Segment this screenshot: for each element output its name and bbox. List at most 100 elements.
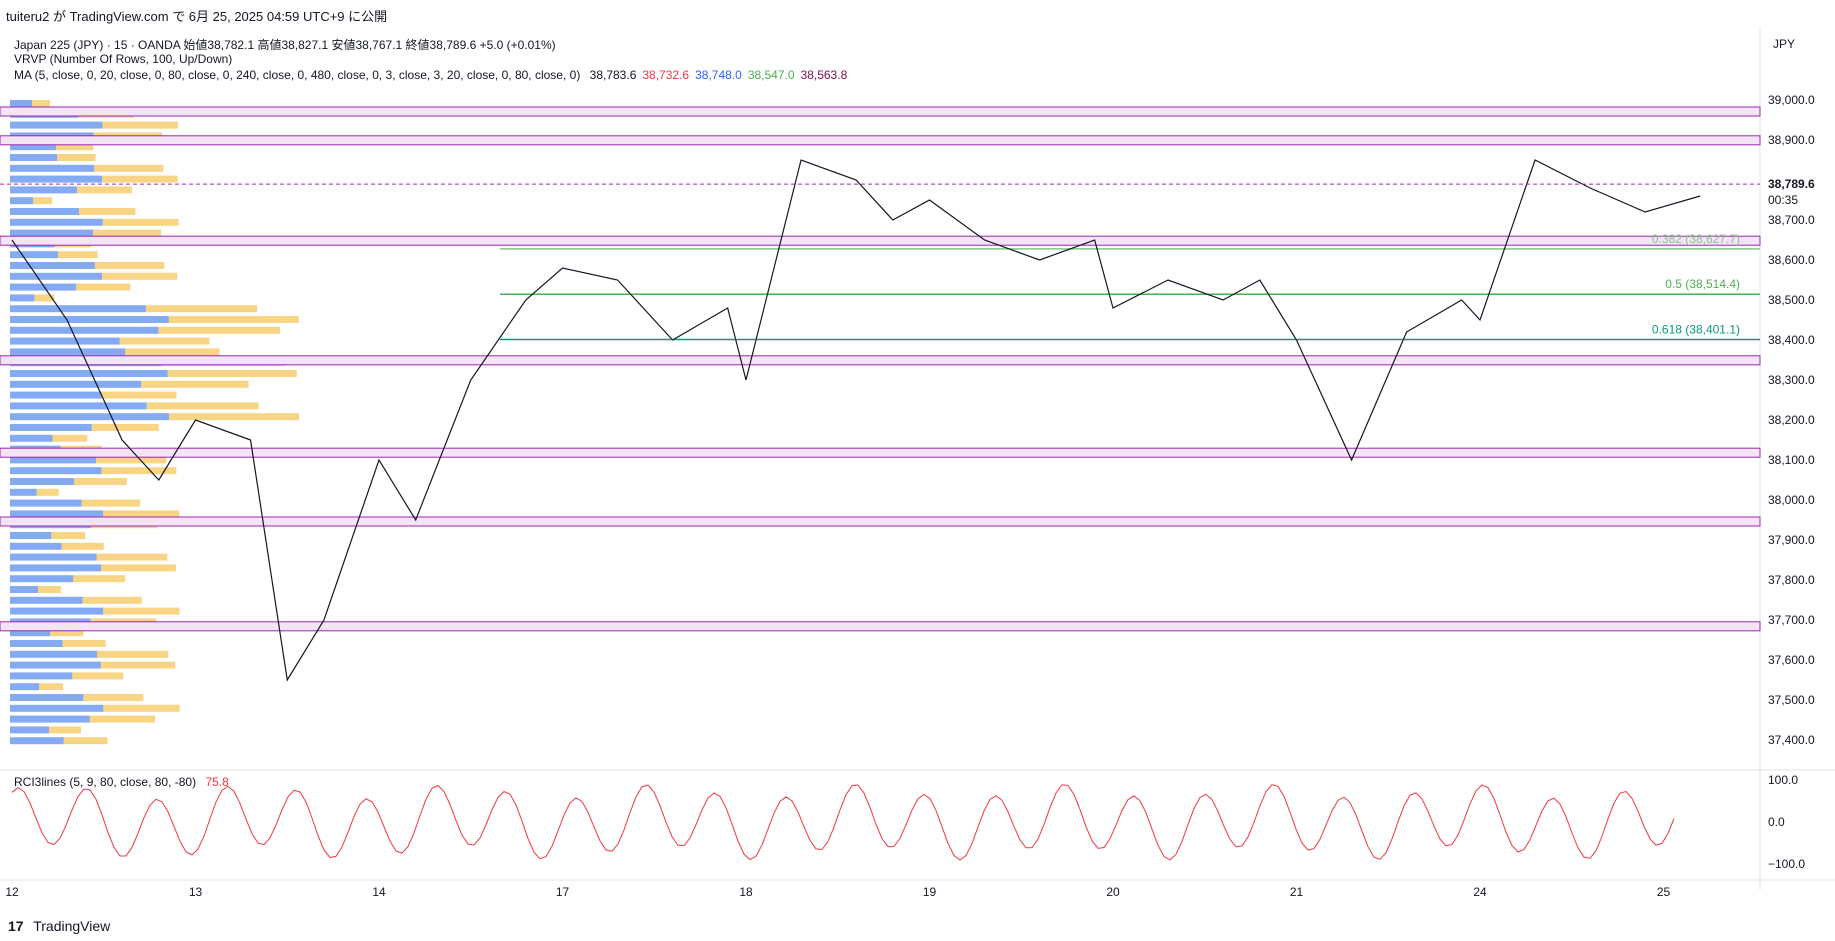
volume-profile-up-bar xyxy=(10,510,104,518)
volume-profile-down-bar xyxy=(51,532,86,539)
rci-tick-0: 0.0 xyxy=(1768,815,1785,829)
volume-profile-up-bar xyxy=(10,218,103,226)
countdown-label: 00:35 xyxy=(1768,193,1798,207)
volume-profile-down-bar xyxy=(146,402,259,410)
symbol-line: Japan 225 (JPY) · 15 · OANDA 始値38,782.1 … xyxy=(14,38,556,52)
volume-profile-up-bar xyxy=(10,186,78,194)
ma-value-2: 38,748.0 xyxy=(695,68,742,82)
last-price-label: 38,789.6 xyxy=(1768,177,1815,191)
x-tick-label: 18 xyxy=(739,885,753,899)
volume-profile-up-bar xyxy=(10,737,64,745)
volume-profile-down-bar xyxy=(76,283,131,291)
sr-level-band xyxy=(0,235,1761,246)
volume-profile-down-bar xyxy=(93,229,162,237)
sr-level-band xyxy=(0,106,1761,117)
fib-level-label: 0.618 (38,401.1) xyxy=(1652,323,1740,337)
volume-profile-up-bar xyxy=(10,121,103,129)
currency-label: JPY xyxy=(1773,37,1795,51)
volume-profile-up-bar xyxy=(10,100,32,107)
y-tick-label: 38,900.0 xyxy=(1768,133,1815,147)
fib-level-label: 0.382 (38,627.7) xyxy=(1652,232,1740,246)
volume-profile-down-bar xyxy=(52,434,88,442)
volume-profile-up-bar xyxy=(10,402,147,410)
sr-level-band xyxy=(0,447,1761,458)
volume-profile-up-bar xyxy=(10,380,142,388)
volume-profile-up-bar xyxy=(10,542,62,550)
y-tick-label: 38,200.0 xyxy=(1768,413,1815,427)
volume-profile-up-bar xyxy=(10,272,103,280)
y-tick-label: 38,600.0 xyxy=(1768,253,1815,267)
y-tick-label: 38,100.0 xyxy=(1768,453,1815,467)
publish-line: tuiteru2 が TradingView.com で 6月 25, 2025… xyxy=(6,9,388,24)
volume-profile-down-bar xyxy=(103,510,180,518)
volume-profile-down-bar xyxy=(102,121,179,129)
volume-profile-up-bar xyxy=(10,305,146,313)
volume-profile-down-bar xyxy=(145,305,258,313)
symbol-legend[interactable]: Japan 225 (JPY) · 15 · OANDA 始値38,782.1 … xyxy=(14,36,556,53)
sr-level-band xyxy=(0,516,1761,527)
rci-value: 75.8 xyxy=(205,775,229,789)
footer-brand[interactable]: 17 TradingView xyxy=(8,918,110,934)
volume-profile-up-bar xyxy=(10,294,35,302)
volume-profile-up-bar xyxy=(10,337,120,345)
volume-profile-down-bar xyxy=(100,661,176,669)
volume-profile-down-bar xyxy=(168,316,299,323)
rci-tick-neg100: −100.0 xyxy=(1768,857,1805,871)
volume-profile-up-bar xyxy=(10,478,75,485)
volume-profile-up-bar xyxy=(10,467,102,475)
x-tick-label: 21 xyxy=(1290,885,1304,899)
ma-legend[interactable]: MA (5, close, 0, 20, close, 0, 80, close… xyxy=(14,68,853,82)
ma-value-4: 38,563.8 xyxy=(800,68,848,82)
volume-profile-up-bar xyxy=(10,564,102,572)
volume-profile-down-bar xyxy=(77,186,133,194)
volume-profile-up-bar xyxy=(10,283,77,291)
sr-level-band xyxy=(0,621,1761,632)
volume-profile-up-bar xyxy=(10,726,50,734)
volume-profile-up-bar xyxy=(10,391,102,399)
y-tick-label: 37,400.0 xyxy=(1768,733,1815,747)
y-tick-label: 37,900.0 xyxy=(1768,533,1815,547)
volume-profile-up-bar xyxy=(10,154,58,161)
volume-profile-down-bar xyxy=(58,251,98,259)
volume-profile-up-bar xyxy=(10,704,104,712)
tradingview-brand: TradingView xyxy=(33,918,111,934)
volume-profile-up-bar xyxy=(10,532,52,539)
x-tick-label: 17 xyxy=(556,885,570,899)
volume-profile-up-bar xyxy=(10,672,73,680)
volume-profile-down-bar xyxy=(102,272,178,280)
volume-profile-up-bar xyxy=(10,143,56,151)
rci-legend[interactable]: RCI3lines (5, 9, 80, close, 80, -80) 75.… xyxy=(14,775,229,789)
volume-profile-down-bar xyxy=(73,575,126,583)
volume-profile-up-bar xyxy=(10,326,159,334)
volume-profile-down-bar xyxy=(62,640,106,647)
volume-profile-down-bar xyxy=(63,737,108,745)
sr-level-band xyxy=(0,355,1761,366)
vrvp-legend[interactable]: VRVP (Number Of Rows, 100, Up/Down) xyxy=(14,52,232,66)
volume-profile-down-bar xyxy=(32,100,50,107)
x-tick-label: 12 xyxy=(5,885,19,899)
price-line xyxy=(11,159,1701,682)
x-tick-label: 25 xyxy=(1657,885,1671,899)
volume-profile-down-bar xyxy=(61,542,104,550)
volume-profile-up-bar xyxy=(10,208,79,215)
volume-profile-up-bar xyxy=(10,413,169,421)
volume-profile-up-bar xyxy=(10,370,168,377)
y-tick-label: 38,400.0 xyxy=(1768,333,1815,347)
ma-value-0: 38,783.6 xyxy=(589,68,637,82)
volume-profile-up-bar xyxy=(10,715,90,723)
volume-profile-down-bar xyxy=(91,424,159,431)
volume-profile-down-bar xyxy=(101,467,177,475)
tradingview-logo: 17 xyxy=(8,918,24,934)
volume-profile-up-bar xyxy=(10,434,53,442)
ma-line: MA (5, close, 0, 20, close, 0, 80, close… xyxy=(14,68,581,82)
volume-profile-up-bar xyxy=(10,175,103,183)
volume-profile-down-bar xyxy=(96,553,168,561)
volume-profile-down-bar xyxy=(168,413,300,421)
volume-profile-down-bar xyxy=(39,683,64,691)
x-tick-label: 20 xyxy=(1106,885,1120,899)
volume-profile-up-bar xyxy=(10,640,63,647)
volume-profile-up-bar xyxy=(10,553,97,561)
x-tick-label: 24 xyxy=(1473,885,1487,899)
